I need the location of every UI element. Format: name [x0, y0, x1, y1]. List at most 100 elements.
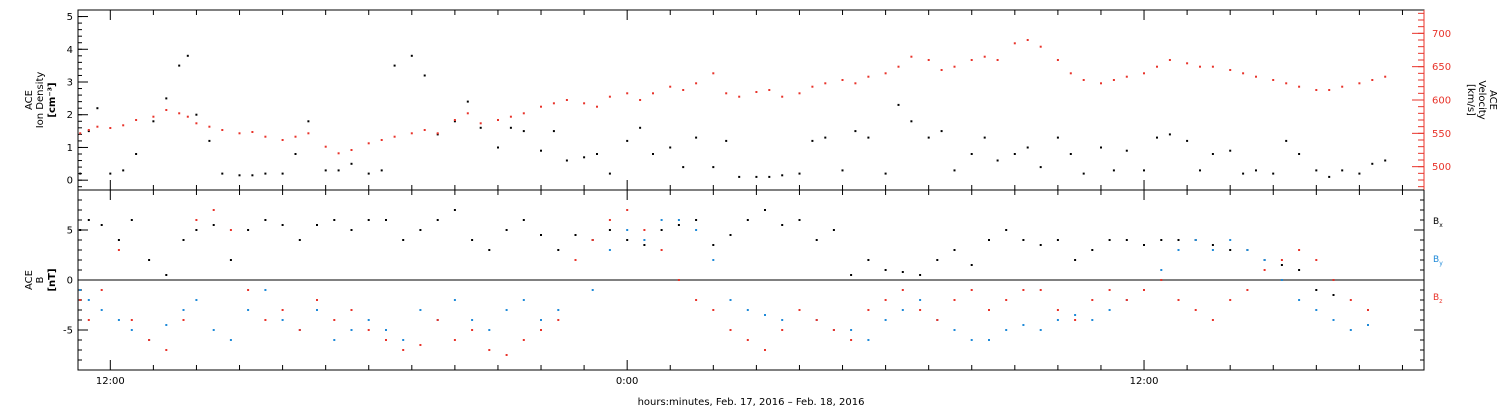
Bx-point [1211, 244, 1214, 246]
Bz-point [574, 259, 577, 261]
By-point [1246, 249, 1249, 251]
Bz-point [1367, 309, 1369, 311]
Bz-point [677, 279, 680, 281]
density-point [367, 172, 370, 175]
By-point [350, 329, 353, 331]
top-right-y-label-line-3: [km/s] [1465, 84, 1476, 116]
Bx-point [1177, 239, 1180, 241]
Bx-point [229, 259, 232, 261]
density-point [165, 97, 168, 100]
density-point [178, 64, 181, 67]
Bx-point [402, 239, 405, 241]
By-point [264, 289, 267, 291]
By-point [505, 309, 508, 311]
velocity-point [1143, 72, 1145, 75]
Bz-point [367, 329, 370, 331]
y-tick-label: 2 [67, 110, 73, 121]
density-point [565, 159, 568, 162]
Bz-point [402, 349, 405, 351]
velocity-point [135, 119, 138, 121]
velocity-point [1112, 79, 1115, 81]
Bz-point [247, 289, 250, 291]
density-point [781, 174, 784, 177]
top-left-y-label-line-3: [cm⁻³] [47, 82, 58, 117]
Bx-point [1125, 239, 1128, 241]
legend-bx: Bx [1433, 217, 1443, 229]
velocity-point [152, 115, 155, 118]
legend: Bx By Bz [1433, 217, 1443, 305]
density-point [1125, 149, 1128, 152]
Bz-point [884, 299, 887, 301]
By-point [850, 329, 853, 331]
Bz-point [1039, 289, 1042, 291]
Bx-point [195, 229, 198, 231]
By-point [540, 319, 542, 321]
y-tick-label: 4 [67, 45, 73, 56]
Bx-point [643, 244, 646, 246]
Bx-point [1298, 269, 1301, 271]
Bx-point [677, 224, 680, 226]
density-point [854, 130, 857, 133]
density-point [208, 139, 211, 142]
x-axis-ticks: 12:00 0:00 12:00 [96, 10, 1403, 387]
By-point [130, 329, 133, 331]
velocity-point [1186, 62, 1189, 65]
top-panel-frame [77, 9, 1425, 191]
Bx-point [901, 271, 904, 273]
Bz-point [264, 319, 267, 321]
density-point [453, 120, 456, 123]
Bz-point [764, 349, 766, 351]
Bz-point [608, 219, 611, 221]
Bx-point [87, 219, 90, 221]
density-point [867, 136, 870, 139]
Bz-point [1091, 299, 1094, 301]
Bz-point [471, 329, 474, 331]
y-tick-label: 5 [67, 12, 73, 23]
density-point [1039, 166, 1042, 169]
By-point [1108, 309, 1111, 311]
density-point [294, 153, 297, 155]
velocity-point [983, 55, 986, 58]
By-point [1229, 239, 1232, 241]
By-point [591, 289, 594, 291]
density-point [281, 172, 284, 175]
Bx-point [1160, 239, 1163, 241]
By-point [901, 309, 904, 311]
Bx-point [333, 219, 336, 221]
Bz-point [1074, 319, 1077, 321]
Bz-point [901, 289, 904, 291]
Bz-point [591, 239, 594, 241]
bottom-y-label-line-1: ACE [24, 270, 35, 290]
density-point [109, 172, 112, 175]
By-point [1194, 239, 1197, 241]
Bx-point [1056, 239, 1059, 241]
top-panel-points [79, 39, 1387, 178]
Bx-point [781, 224, 784, 226]
Bz-point [1229, 299, 1232, 301]
velocity-point [1328, 89, 1331, 91]
velocity-point [221, 129, 224, 131]
velocity-point [626, 92, 629, 95]
Bx-point [764, 209, 766, 211]
density-point [96, 107, 99, 110]
Bz-point [148, 339, 151, 341]
velocity-point [798, 92, 801, 95]
velocity-point [337, 152, 340, 155]
velocity-point [940, 69, 943, 71]
Bx-point [1280, 264, 1283, 266]
Bx-point [712, 244, 715, 246]
Bx-point [867, 259, 870, 261]
velocity-point [423, 129, 426, 131]
velocity-point [1272, 79, 1275, 81]
velocity-point [1069, 72, 1072, 75]
velocity-point [186, 115, 189, 118]
By-point [1022, 324, 1025, 326]
Bx-point [919, 274, 922, 276]
density-point [1358, 172, 1361, 175]
By-point [1005, 329, 1008, 331]
By-point [117, 319, 120, 321]
density-point [324, 169, 327, 172]
Bz-point [660, 249, 663, 251]
top-left-y-axis: 0 1 2 3 4 5 [67, 12, 88, 188]
Bx-point [1108, 239, 1111, 241]
